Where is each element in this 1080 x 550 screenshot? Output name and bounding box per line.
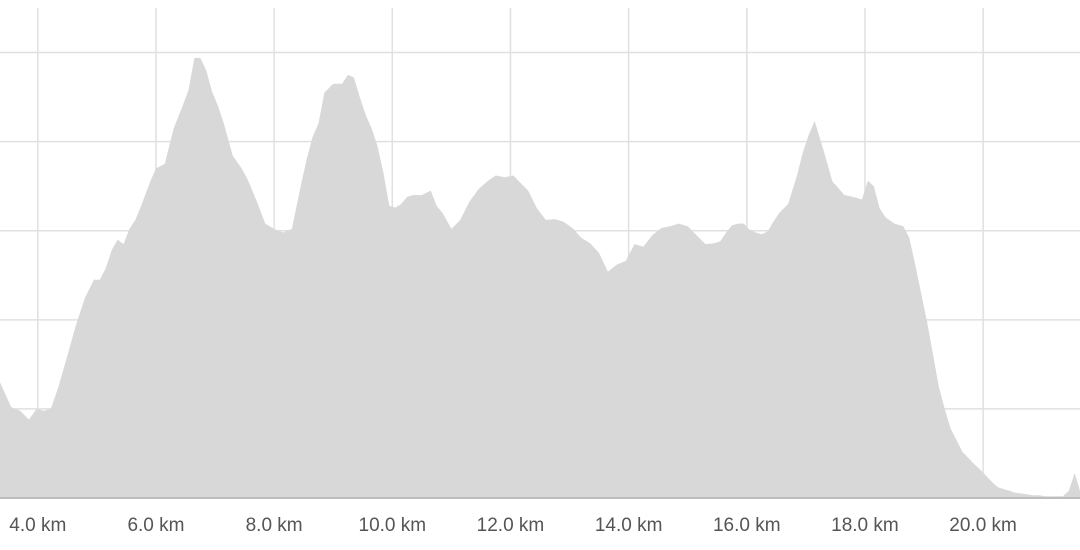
x-tick-label: 16.0 km <box>713 515 781 536</box>
x-axis-ticks: 4.0 km 6.0 km 8.0 km 10.0 km 12.0 km 14.0 km 1… <box>9 515 1017 536</box>
x-tick-label: 4.0 km <box>9 515 66 536</box>
x-tick-label: 14.0 km <box>595 515 663 536</box>
x-tick-label: 12.0 km <box>477 515 545 536</box>
x-tick-label: 10.0 km <box>359 515 427 536</box>
x-tick-label: 6.0 km <box>127 515 184 536</box>
x-tick-label: 8.0 km <box>246 515 303 536</box>
elevation-area <box>0 57 1080 499</box>
x-tick-label: 18.0 km <box>831 515 899 536</box>
x-tick-label: 20.0 km <box>949 515 1017 536</box>
